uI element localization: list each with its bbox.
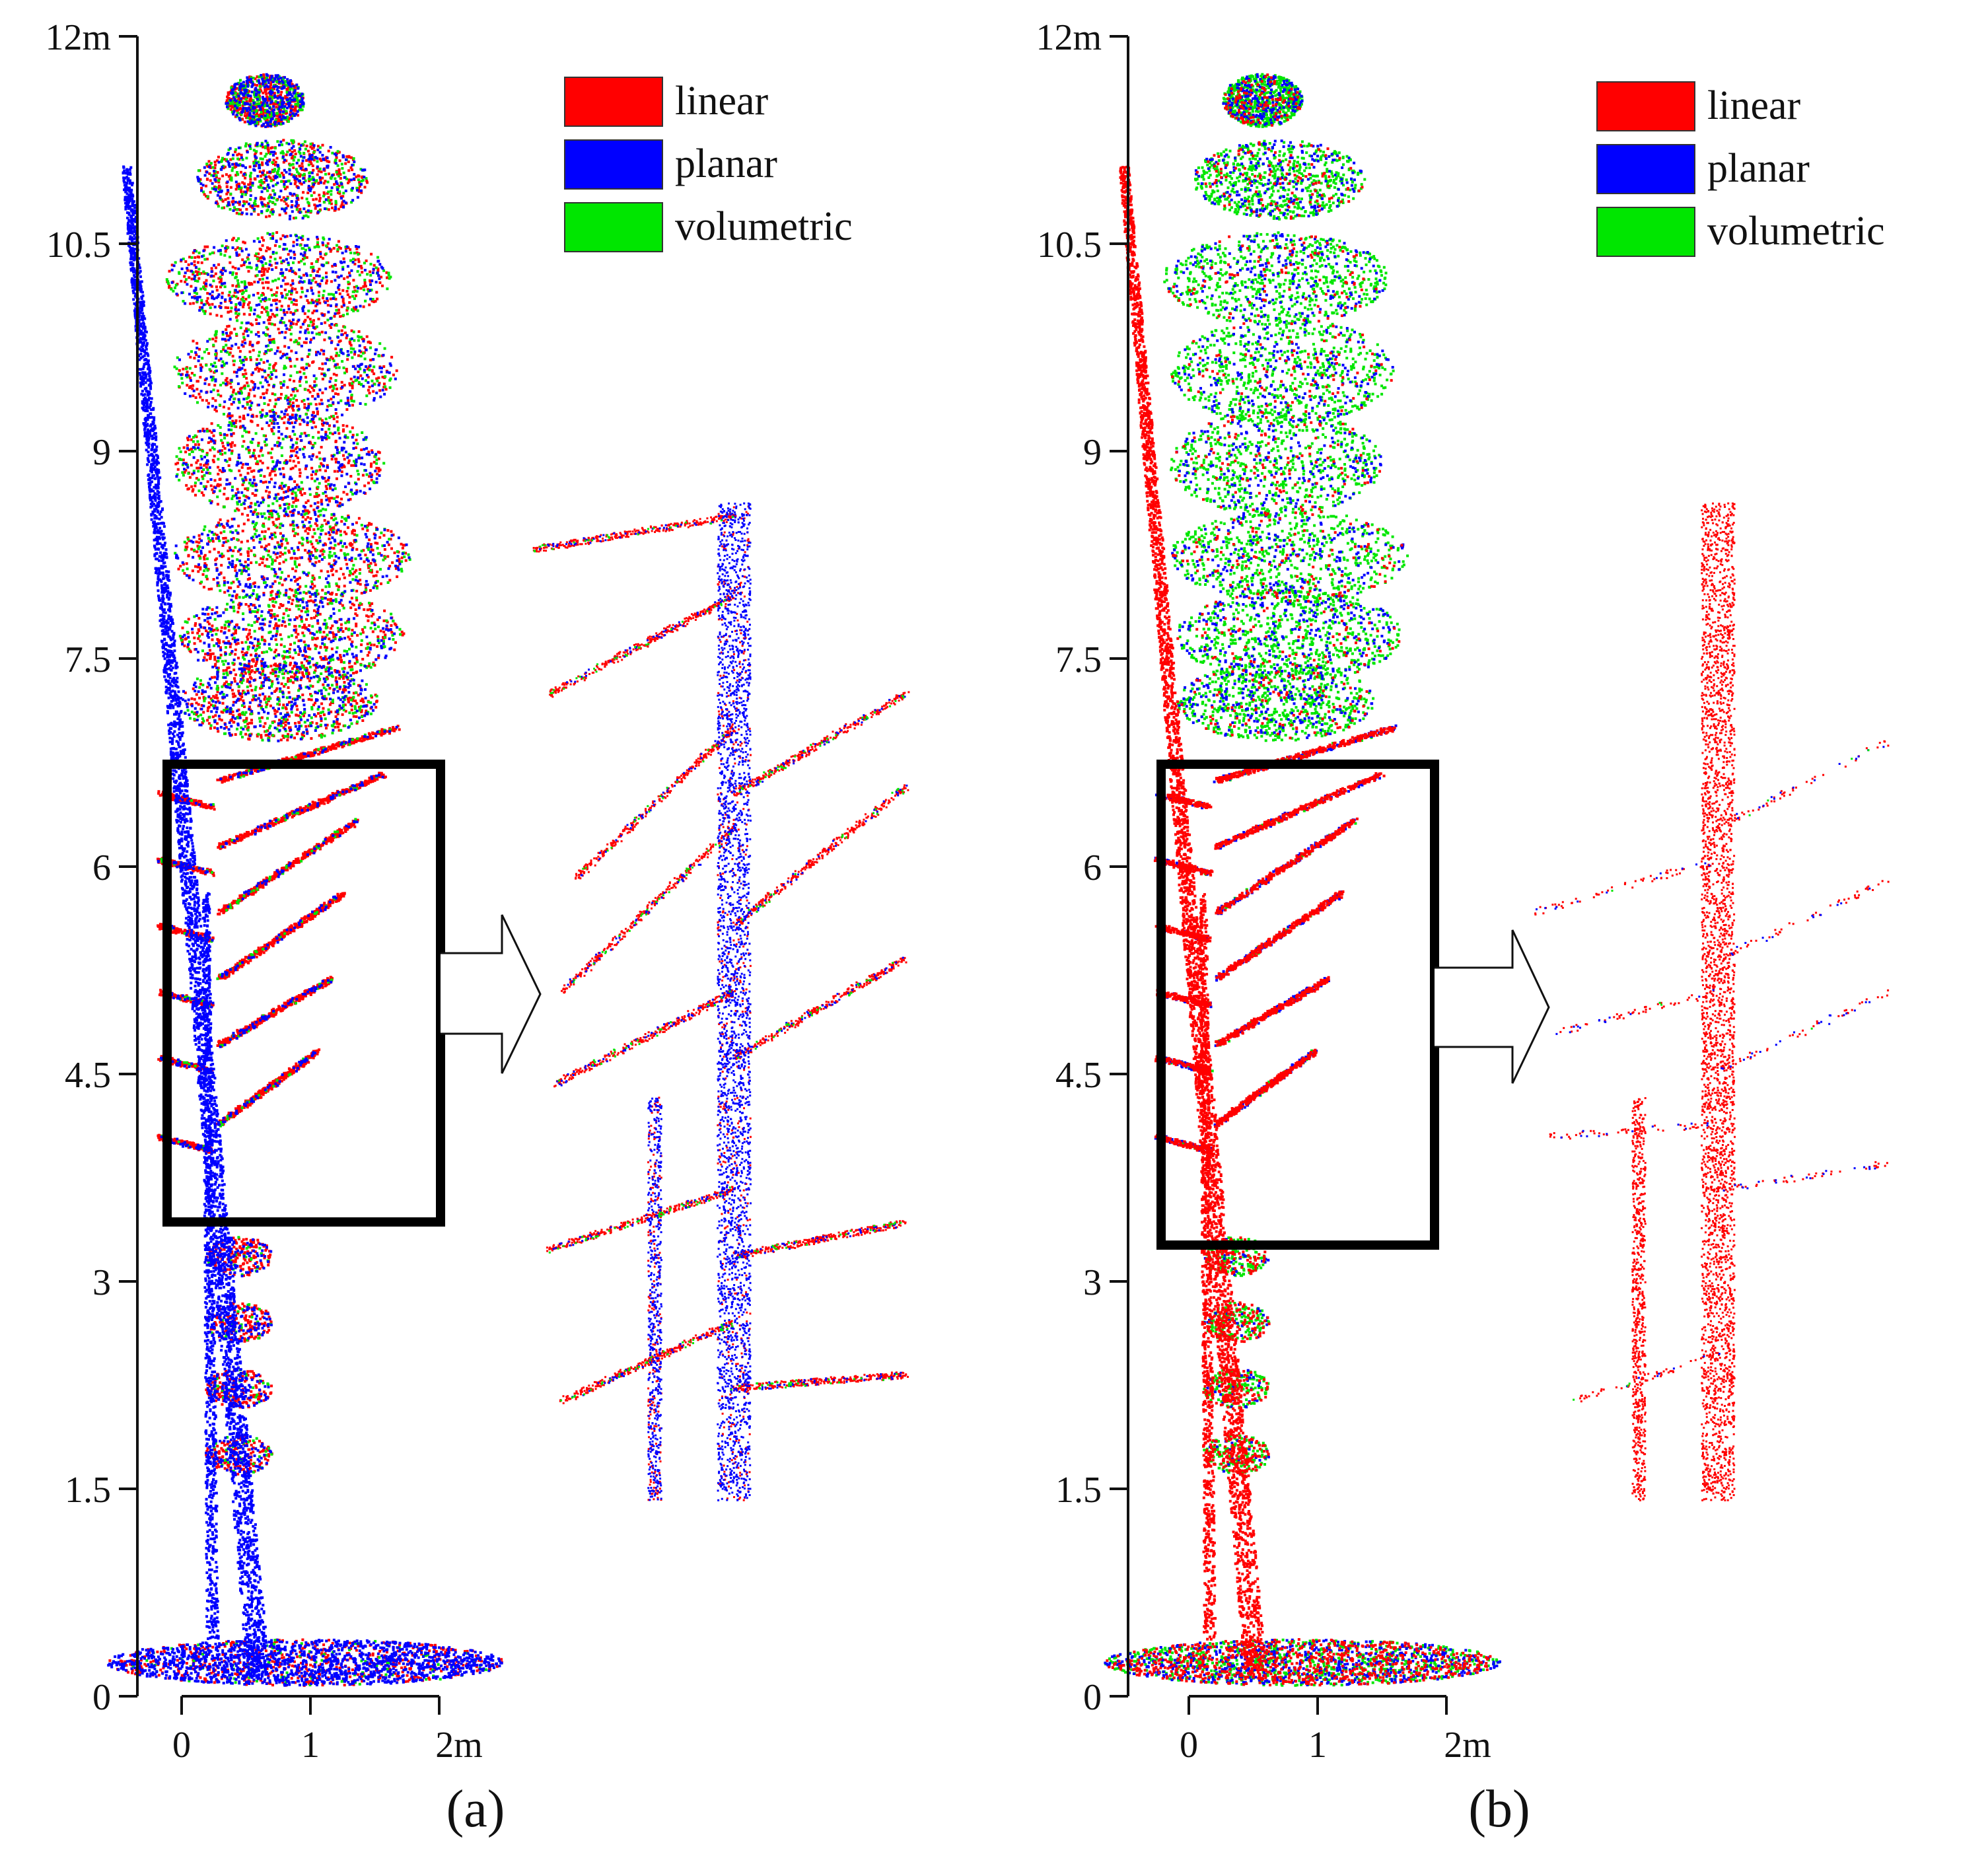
y-axis-ticks-a bbox=[119, 35, 137, 1698]
point-cloud-a bbox=[107, 73, 503, 1687]
x-tick-labels-a: 0 1 2m bbox=[172, 1725, 483, 1766]
legend-swatch-volumetric-a bbox=[564, 202, 663, 252]
legend-a: linear planar volumetric bbox=[564, 77, 853, 252]
y-tick-a-7: 10.5 bbox=[46, 225, 111, 266]
panel-a: 0 1.5 3 4.5 6 7.5 9 10.5 12m 0 1 2m (a) bbox=[45, 17, 910, 1838]
legend-swatch-volumetric-b bbox=[1596, 207, 1695, 257]
legend-label-linear-b: linear bbox=[1707, 83, 1800, 128]
x-tick-b-1: 1 bbox=[1308, 1725, 1327, 1766]
x-axis-ticks-a bbox=[180, 1696, 441, 1715]
y-tick-b-4: 6 bbox=[1083, 847, 1102, 888]
points-planar-a bbox=[107, 73, 503, 1687]
y-tick-b-7: 10.5 bbox=[1037, 225, 1102, 266]
legend-b: linear planar volumetric bbox=[1596, 81, 1885, 257]
y-axis-ticks-b bbox=[1110, 35, 1128, 1698]
x-tick-b-0: 0 bbox=[1180, 1725, 1198, 1766]
x-axis-ticks-b bbox=[1188, 1696, 1448, 1715]
x-tick-b-2: 2m bbox=[1444, 1725, 1491, 1766]
zoom-cloud-b bbox=[1534, 502, 1890, 1501]
x-tick-a-2: 2m bbox=[435, 1725, 483, 1766]
legend-label-planar-a: planar bbox=[675, 141, 777, 186]
legend-label-volumetric-b: volumetric bbox=[1707, 209, 1885, 254]
legend-swatch-linear-a bbox=[564, 77, 663, 127]
points-linear-b bbox=[1106, 73, 1492, 1687]
y-tick-labels-a: 0 1.5 3 4.5 6 7.5 9 10.5 12m bbox=[45, 17, 111, 1718]
legend-label-linear-a: linear bbox=[675, 79, 768, 124]
legend-swatch-linear-b bbox=[1596, 81, 1695, 131]
y-tick-b-3: 4.5 bbox=[1055, 1055, 1102, 1096]
caption-b: (b) bbox=[1468, 1780, 1530, 1838]
legend-label-planar-b: planar bbox=[1707, 146, 1810, 191]
point-cloud-b bbox=[1104, 73, 1501, 1687]
y-tick-b-5: 7.5 bbox=[1055, 639, 1102, 680]
x-tick-a-1: 1 bbox=[301, 1725, 320, 1766]
zoom-cloud-a bbox=[532, 502, 910, 1501]
legend-swatch-planar-b bbox=[1596, 144, 1695, 194]
zoom-arrow-a bbox=[441, 914, 542, 1074]
legend-swatch-planar-a bbox=[564, 139, 663, 190]
zoom-points-linear-b bbox=[1534, 502, 1890, 1501]
y-tick-labels-b: 0 1.5 3 4.5 6 7.5 9 10.5 12m bbox=[1036, 17, 1102, 1718]
y-tick-a-6: 9 bbox=[92, 432, 111, 473]
y-tick-a-8: 12m bbox=[45, 17, 111, 58]
x-tick-a-0: 0 bbox=[172, 1725, 191, 1766]
y-tick-a-4: 6 bbox=[92, 847, 111, 888]
y-tick-b-8: 12m bbox=[1036, 17, 1102, 58]
zoom-points-planar-a bbox=[538, 502, 908, 1501]
legend-label-volumetric-a: volumetric bbox=[675, 204, 853, 249]
zoom-points-volumetric-b bbox=[1573, 749, 1870, 1401]
y-tick-b-1: 1.5 bbox=[1055, 1470, 1102, 1511]
y-tick-a-5: 7.5 bbox=[65, 639, 111, 680]
caption-a: (a) bbox=[446, 1780, 505, 1838]
y-tick-b-0: 0 bbox=[1083, 1677, 1102, 1718]
zoom-arrow-b bbox=[1435, 929, 1550, 1084]
y-tick-a-2: 3 bbox=[92, 1262, 111, 1303]
y-tick-a-0: 0 bbox=[92, 1677, 111, 1718]
x-tick-labels-b: 0 1 2m bbox=[1180, 1725, 1491, 1766]
y-tick-b-2: 3 bbox=[1083, 1262, 1102, 1303]
y-tick-a-1: 1.5 bbox=[65, 1470, 111, 1511]
panel-b: 0 1.5 3 4.5 6 7.5 9 10.5 12m 0 1 2m (b) bbox=[1036, 17, 1890, 1838]
y-tick-a-3: 4.5 bbox=[65, 1055, 111, 1096]
y-tick-b-6: 9 bbox=[1083, 432, 1102, 473]
